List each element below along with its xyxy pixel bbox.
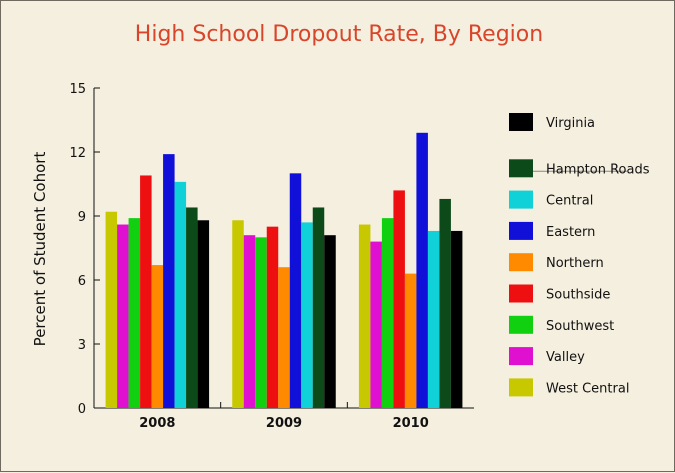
x-tick-label: 2010: [393, 416, 429, 431]
bar-hampton-roads-2008: [186, 207, 198, 408]
y-tick-label: 12: [69, 146, 86, 161]
legend: Virginia Hampton Roads Central Eastern North…: [509, 113, 650, 397]
legend-label: Hampton Roads: [546, 162, 650, 177]
bar-west-central-2010: [358, 224, 371, 408]
y-tick-label: 0: [78, 402, 86, 417]
bar-central-2010: [427, 230, 440, 408]
legend-label: Southside: [546, 288, 610, 303]
legend-label: West Central: [546, 381, 629, 396]
chart-title: High School Dropout Rate, By Region: [135, 22, 543, 47]
bar-valley-2008: [117, 224, 129, 408]
legend-swatch-southside: [509, 284, 533, 303]
legend-swatch-southwest: [509, 315, 533, 334]
bar-virginia-2009: [324, 235, 336, 408]
y-tick-label: 6: [78, 274, 86, 289]
bar-west-central-2008: [105, 211, 118, 408]
legend-swatch-eastern: [509, 221, 533, 240]
bar-southwest-2008: [128, 218, 141, 408]
bar-virginia-2010: [450, 230, 463, 408]
y-tick-label: 3: [78, 338, 86, 353]
bar-eastern-2008: [163, 154, 175, 408]
bar-hampton-roads-2009: [312, 207, 325, 408]
bars: [105, 132, 463, 409]
x-tick-label: 2009: [266, 416, 302, 431]
legend-swatch-virginia: [509, 113, 533, 131]
legend-swatch-valley: [509, 347, 533, 366]
y-tick-label: 9: [78, 210, 86, 225]
bar-hampton-roads-2010: [439, 198, 451, 408]
bar-valley-2009: [243, 235, 256, 408]
legend-swatch-northern: [509, 253, 533, 272]
bar-eastern-2010: [416, 132, 428, 409]
bar-southwest-2009: [255, 237, 267, 408]
legend-swatch-hampton-roads: [509, 159, 533, 178]
bar-southside-2008: [140, 175, 152, 408]
bar-eastern-2009: [289, 173, 302, 408]
y-axis-label: Percent of Student Cohort: [31, 152, 49, 347]
bar-west-central-2009: [232, 220, 244, 408]
legend-label: Southwest: [546, 319, 614, 334]
bar-northern-2008: [151, 265, 164, 408]
bar-northern-2009: [278, 267, 290, 408]
legend-label: Virginia: [546, 116, 595, 131]
bar-southside-2009: [266, 226, 279, 408]
legend-label: Northern: [546, 256, 604, 271]
x-tick-label: 2008: [139, 416, 175, 431]
legend-label: Valley: [546, 350, 585, 365]
legend-label: Central: [546, 194, 593, 209]
bar-virginia-2008: [197, 220, 210, 408]
bar-southwest-2010: [381, 218, 394, 408]
bar-southside-2010: [393, 190, 405, 408]
bar-northern-2010: [404, 273, 417, 408]
bar-valley-2010: [370, 241, 382, 408]
legend-swatch-west-central: [509, 378, 533, 397]
bar-central-2008: [174, 181, 187, 408]
bar-central-2009: [301, 222, 313, 408]
y-tick-label: 15: [69, 82, 86, 97]
legend-swatch-central: [509, 190, 533, 209]
legend-label: Eastern: [546, 225, 595, 240]
